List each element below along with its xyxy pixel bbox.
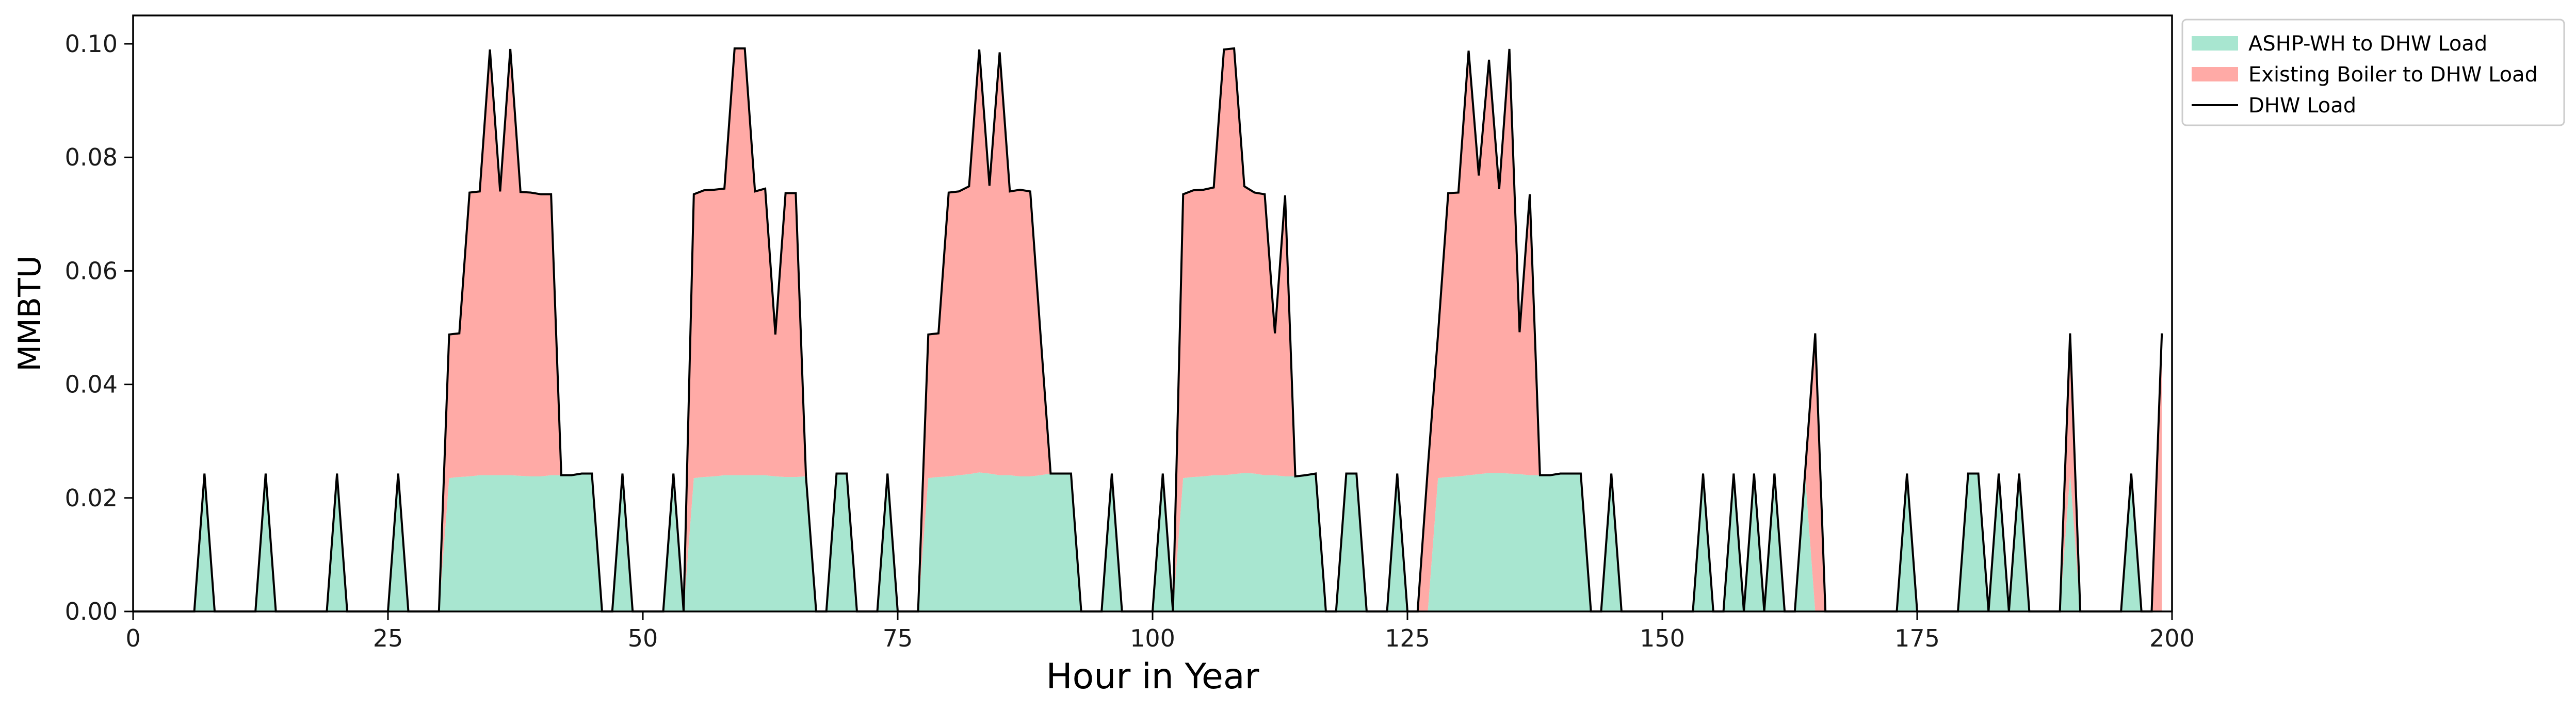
x-tick-label: 0 <box>125 624 140 652</box>
area-existing-boiler <box>133 48 2162 612</box>
x-tick-label: 25 <box>373 624 403 652</box>
x-tick-label: 100 <box>1130 624 1175 652</box>
x-tick-label: 175 <box>1894 624 1940 652</box>
y-axis-label: MMBTU <box>12 255 48 371</box>
y-tick-label: 0.10 <box>65 30 118 58</box>
legend-label: ASHP-WH to DHW Load <box>2248 32 2487 56</box>
legend: ASHP-WH to DHW Load Existing Boiler to DH… <box>2181 19 2565 126</box>
y-tick-label: 0.06 <box>65 257 118 285</box>
x-tick-label: 75 <box>883 624 913 652</box>
legend-swatch <box>2192 67 2238 81</box>
legend-label: DHW Load <box>2248 94 2356 118</box>
tick-layer: 0 25 50 75 100 125 150 175 200 0.00 0.02 0.04 0.06 0.… <box>65 30 2195 652</box>
y-tick-label: 0.08 <box>65 143 118 171</box>
x-tick-label: 50 <box>628 624 658 652</box>
legend-label: Existing Boiler to DHW Load <box>2248 63 2538 87</box>
area-layer <box>133 48 2162 612</box>
legend-swatch <box>2192 36 2238 51</box>
x-axis-label: Hour in Year <box>1046 656 1259 697</box>
legend-box <box>2181 19 2565 126</box>
x-tick-label: 125 <box>1385 624 1430 652</box>
y-tick-label: 0.02 <box>65 484 118 512</box>
area-ashp-wh <box>133 472 2162 611</box>
x-tick-label: 200 <box>2149 624 2195 652</box>
y-tick-label: 0.04 <box>65 371 118 399</box>
x-tick-label: 150 <box>1640 624 1685 652</box>
y-tick-label: 0.00 <box>65 598 118 625</box>
